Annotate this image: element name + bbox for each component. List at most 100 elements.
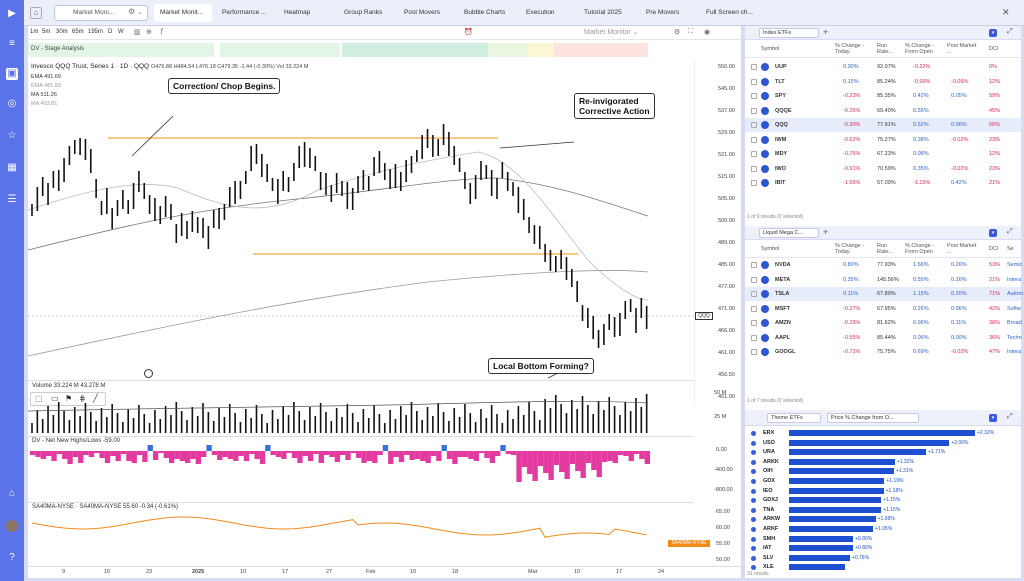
tab-performance[interactable]: Performance ... (222, 9, 267, 16)
col-header[interactable]: Symbol (761, 46, 780, 52)
indicators-icon[interactable]: ƒ (160, 28, 164, 35)
expand-icon[interactable]: ⤢ (1007, 228, 1013, 235)
close-icon[interactable]: ✕ (1002, 7, 1010, 17)
flag-tool-icon[interactable]: ⚑ (65, 394, 73, 403)
comment-tool-icon[interactable]: ▭ (51, 394, 59, 403)
table-row[interactable]: AAPL -0.55% 85.44% 0.06% 0.00% 36% Techn (745, 331, 1022, 345)
annotation-local-bottom[interactable]: Local Bottom Forming? (488, 358, 594, 374)
col-header[interactable]: % Change - From Open (905, 43, 935, 55)
col-header[interactable]: % Change - Today (835, 243, 865, 255)
col-header[interactable]: Run Rate... (877, 43, 894, 55)
tab-post-movers[interactable]: Post Movers (404, 9, 441, 16)
layout-name[interactable]: Market Monitor ⌄ (584, 29, 639, 36)
rect-tool-icon[interactable]: ⬚ (35, 394, 43, 403)
index-etfs-select[interactable]: Index ETFs (759, 28, 819, 38)
camera-icon[interactable]: ◉ (704, 29, 711, 36)
interval-30m[interactable]: 30m (56, 29, 68, 35)
col-header[interactable]: Post Market ... (947, 243, 977, 255)
table-row[interactable]: QQQ -0.30% 77.91% 0.52% 0.06% 56% (745, 118, 1021, 132)
table-row[interactable]: GOOGL -0.71% 75.75% 0.69% -0.02% 47% Intera (745, 345, 1021, 359)
table-row[interactable]: UUP 0.30% 92.07% -0.22% 0% (745, 60, 1021, 74)
row-checkbox[interactable] (751, 305, 757, 312)
trendline-tool-icon[interactable]: ╱ (93, 394, 98, 403)
view-icon[interactable]: ▾ (989, 414, 997, 422)
logo-icon[interactable]: ▶ (8, 8, 16, 19)
bar-checkbox[interactable] (751, 536, 756, 542)
row-checkbox[interactable] (751, 349, 757, 355)
row-checkbox[interactable] (751, 180, 757, 186)
col-header[interactable]: % Change - Today (835, 43, 865, 55)
row-checkbox[interactable] (751, 93, 757, 99)
bar-checkbox[interactable] (751, 565, 756, 571)
menu-icon[interactable]: ≡ (9, 38, 15, 49)
col-header[interactable]: Run Rate... (877, 243, 894, 255)
theme-bar[interactable] (789, 430, 975, 436)
bar-checkbox[interactable] (751, 498, 756, 504)
star-icon[interactable]: ☆ (7, 130, 17, 141)
watchlist-select[interactable]: Market Moni... ⌄ (54, 5, 148, 21)
tab-heatmap[interactable]: Heatmap (284, 9, 311, 16)
compare-icon[interactable]: ⊕ (146, 29, 152, 36)
bar-checkbox[interactable] (751, 488, 756, 494)
view-icon[interactable]: ▾ (989, 229, 997, 237)
tab-group-ranks[interactable]: Group Ranks (344, 9, 383, 16)
interval-d[interactable]: D (108, 29, 113, 35)
table-row[interactable]: MSFT -0.27% 67.95% 0.26% 0.06% 42% Softw (745, 302, 1021, 316)
theme-bar[interactable] (789, 516, 876, 523)
candle-type-icon[interactable]: ▥ (134, 29, 141, 36)
theme-bar[interactable] (789, 487, 884, 494)
interval-5m[interactable]: 5m (42, 29, 51, 35)
row-checkbox[interactable] (751, 64, 757, 70)
row-checkbox[interactable] (751, 320, 757, 326)
table-row[interactable]: IWO -0.91% 70.59% 0.35% -0.02% 23% (745, 162, 1021, 176)
interval-195m[interactable]: 195m (88, 29, 104, 35)
gear-icon[interactable]: ⚙ (674, 29, 681, 36)
theme-bar[interactable] (789, 506, 882, 513)
table-row[interactable]: TLT 0.15% 85.24% -0.99% -0.09% 12% (745, 75, 1021, 89)
table-row[interactable]: SPY -0.23% 85.35% 0.42% 0.05% 59% (745, 89, 1021, 103)
col-header[interactable]: DCI (989, 46, 999, 52)
bar-checkbox[interactable] (751, 431, 756, 436)
row-checkbox[interactable] (751, 107, 757, 114)
table-row[interactable]: META 0.35% 145.56% 0.55% 0.16% 21% Intera (745, 273, 1021, 287)
tab-tutorial-2025[interactable]: Tutorial 2025 (584, 9, 622, 16)
row-checkbox[interactable] (751, 334, 757, 341)
fullscreen-icon[interactable]: ⛶ (688, 28, 693, 35)
annotation-correction[interactable]: Correction/ Chop Begins. (168, 78, 281, 94)
home-icon[interactable]: ⌂ (30, 7, 42, 19)
table-row[interactable]: NVDA 0.80% 77.93% 1.66% 0.26% 53% Semic (745, 258, 1022, 272)
tab-full-screen[interactable]: Full Screen ch... (706, 9, 753, 16)
tab-pre-movers[interactable]: Pre Movers (646, 9, 680, 16)
row-checkbox[interactable] (751, 136, 757, 143)
bar-checkbox[interactable] (751, 440, 756, 446)
fib-tool-icon[interactable]: ⋕ (79, 394, 86, 403)
theme-bar[interactable] (789, 449, 927, 456)
themes-filter-1[interactable]: Theme ETFs (767, 413, 821, 423)
row-checkbox[interactable] (751, 151, 757, 157)
alert-icon[interactable]: ⏰ (464, 29, 473, 36)
theme-bar[interactable] (789, 535, 854, 542)
bar-checkbox[interactable] (751, 507, 756, 513)
col-header[interactable]: Symbol (761, 246, 780, 252)
theme-bar[interactable] (789, 554, 850, 561)
help-icon[interactable]: ? (9, 552, 15, 563)
list-icon[interactable]: ☰ (7, 194, 17, 205)
row-checkbox[interactable] (751, 291, 757, 297)
table-row[interactable]: IWM -0.62% 75.27% 0.38% -0.02% 23% (745, 133, 1021, 147)
row-checkbox[interactable] (751, 78, 757, 85)
settings-icon[interactable]: ⚙ (128, 7, 136, 16)
bar-checkbox[interactable] (751, 527, 756, 532)
bar-checkbox[interactable] (751, 459, 756, 465)
graduate-icon[interactable]: ⌂ (8, 488, 16, 499)
mega-caps-select[interactable]: Liquid Mega C... (759, 228, 819, 238)
col-header[interactable]: % Change - From Open (905, 243, 935, 255)
theme-bar[interactable] (789, 497, 882, 504)
theme-bar[interactable] (789, 468, 895, 475)
dashboard-icon[interactable]: ▣ (6, 68, 18, 80)
theme-bar[interactable] (789, 526, 874, 532)
bar-checkbox[interactable] (751, 517, 756, 523)
table-row[interactable]: AMZN -0.29% 81.62% 0.96% 0.11% 38% Broad (745, 316, 1022, 330)
tab-bubble-charts[interactable]: Bubble Charts (464, 9, 506, 16)
themes-filter-2[interactable]: Price % Change from O... (827, 413, 919, 423)
add-panel-icon[interactable]: + (823, 227, 829, 237)
